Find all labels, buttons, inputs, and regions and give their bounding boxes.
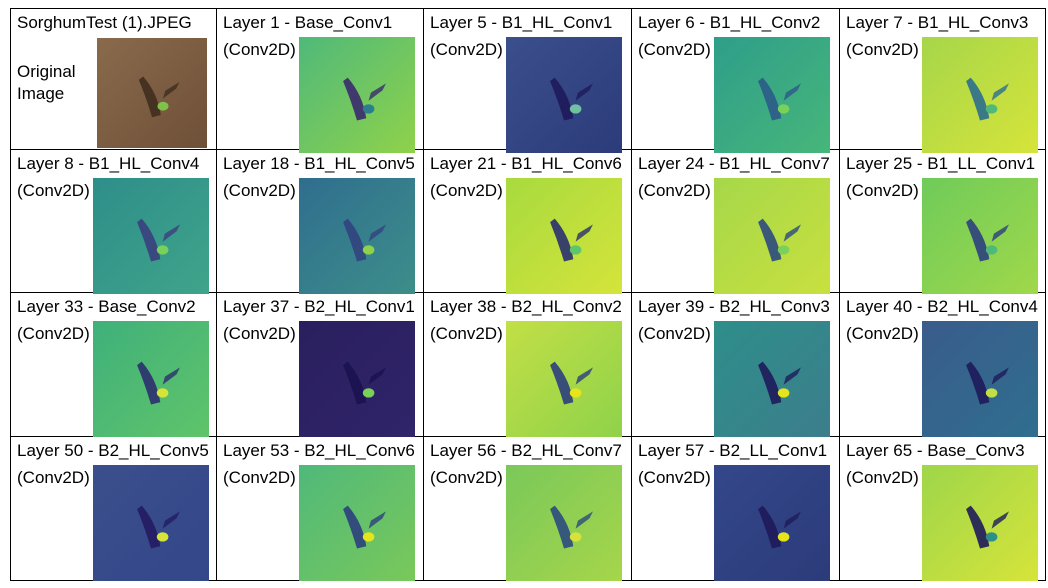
- cell-title: Layer 56 - B2_HL_Conv7: [430, 441, 622, 460]
- cell-title: Layer 7 - B1_HL_Conv3: [846, 13, 1029, 32]
- feature-cell: Layer 57 - B2_LL_Conv1 (Conv2D): [632, 437, 840, 581]
- feature-map: [299, 321, 415, 437]
- feature-map: [506, 37, 622, 153]
- feature-map: [93, 465, 209, 581]
- cell-subtitle: (Conv2D): [430, 324, 503, 343]
- cell-title: Layer 50 - B2_HL_Conv5: [17, 441, 209, 460]
- cell-title: Layer 25 - B1_LL_Conv1: [846, 154, 1036, 173]
- feature-cell: Layer 18 - B1_HL_Conv5 (Conv2D): [217, 150, 424, 294]
- feature-map: [506, 178, 622, 294]
- cell-subtitle: (Conv2D): [223, 40, 296, 59]
- feature-map: [922, 37, 1038, 153]
- feature-cell: Layer 21 - B1_HL_Conv6 (Conv2D): [424, 150, 632, 294]
- cell-subtitle: Original Image: [17, 62, 76, 103]
- feature-map: [714, 37, 830, 153]
- feature-cell: Layer 39 - B2_HL_Conv3 (Conv2D): [632, 293, 840, 437]
- cell-title: SorghumTest (1).JPEG: [17, 13, 192, 32]
- cell-subtitle: (Conv2D): [430, 468, 503, 487]
- feature-map: [922, 178, 1038, 294]
- cell-title: Layer 40 - B2_HL_Conv4: [846, 297, 1038, 316]
- feature-cell: Layer 6 - B1_HL_Conv2 (Conv2D): [632, 8, 840, 153]
- feature-map: [93, 321, 209, 437]
- cell-subtitle: (Conv2D): [223, 468, 296, 487]
- cell-title: Layer 5 - B1_HL_Conv1: [430, 13, 613, 32]
- cell-subtitle: (Conv2D): [223, 324, 296, 343]
- cell-subtitle: (Conv2D): [846, 468, 919, 487]
- cell-title: Layer 1 - Base_Conv1: [223, 13, 393, 32]
- cell-title: Layer 33 - Base_Conv2: [17, 297, 196, 316]
- feature-map: [506, 465, 622, 581]
- cell-title: Layer 8 - B1_HL_Conv4: [17, 154, 200, 173]
- feature-map: [714, 465, 830, 581]
- feature-map: [299, 178, 415, 294]
- cell-title: Layer 21 - B1_HL_Conv6: [430, 154, 622, 173]
- cell-title: Layer 65 - Base_Conv3: [846, 441, 1025, 460]
- feature-map: [714, 178, 830, 294]
- feature-map: [506, 321, 622, 437]
- cell-title: Layer 24 - B1_HL_Conv7: [638, 154, 830, 173]
- feature-cell: Layer 53 - B2_HL_Conv6 (Conv2D): [217, 437, 424, 581]
- cell-subtitle: (Conv2D): [430, 40, 503, 59]
- cell-subtitle: (Conv2D): [638, 324, 711, 343]
- cell-subtitle: (Conv2D): [638, 181, 711, 200]
- feature-cell: Layer 56 - B2_HL_Conv7 (Conv2D): [424, 437, 632, 581]
- feature-cell: Layer 24 - B1_HL_Conv7 (Conv2D): [632, 150, 840, 294]
- feature-cell: Layer 8 - B1_HL_Conv4 (Conv2D): [10, 150, 217, 294]
- feature-cell: Layer 37 - B2_HL_Conv1 (Conv2D): [217, 293, 424, 437]
- feature-cell: SorghumTest (1).JPEG Original Image: [10, 8, 217, 150]
- feature-map: [299, 465, 415, 581]
- original-image: [97, 38, 207, 148]
- cell-title: Layer 6 - B1_HL_Conv2: [638, 13, 821, 32]
- feature-cell: Layer 25 - B1_LL_Conv1 (Conv2D): [840, 150, 1046, 294]
- feature-cell: Layer 33 - Base_Conv2 (Conv2D): [10, 293, 217, 437]
- cell-subtitle: (Conv2D): [17, 468, 90, 487]
- cell-title: Layer 39 - B2_HL_Conv3: [638, 297, 830, 316]
- feature-cell: Layer 40 - B2_HL_Conv4 (Conv2D): [840, 293, 1046, 437]
- cell-subtitle: (Conv2D): [846, 181, 919, 200]
- feature-cell: Layer 50 - B2_HL_Conv5 (Conv2D): [10, 437, 217, 581]
- feature-cell: Layer 5 - B1_HL_Conv1 (Conv2D): [424, 8, 632, 153]
- cell-subtitle: (Conv2D): [430, 181, 503, 200]
- feature-cell: Layer 65 - Base_Conv3 (Conv2D): [840, 437, 1046, 581]
- feature-cell: Layer 1 - Base_Conv1 (Conv2D): [217, 8, 424, 153]
- cell-title: Layer 53 - B2_HL_Conv6: [223, 441, 415, 460]
- feature-map: [922, 465, 1038, 581]
- cell-subtitle: (Conv2D): [17, 324, 90, 343]
- feature-map: [714, 321, 830, 437]
- cell-subtitle: (Conv2D): [17, 181, 90, 200]
- cell-subtitle: (Conv2D): [846, 40, 919, 59]
- cell-subtitle: (Conv2D): [846, 324, 919, 343]
- feature-map: [922, 321, 1038, 437]
- feature-map: [93, 178, 209, 294]
- cell-subtitle: (Conv2D): [638, 468, 711, 487]
- cell-title: Layer 38 - B2_HL_Conv2: [430, 297, 622, 316]
- feature-map: [299, 37, 415, 153]
- cell-subtitle: (Conv2D): [223, 181, 296, 200]
- cell-title: Layer 57 - B2_LL_Conv1: [638, 441, 828, 460]
- feature-cell: Layer 38 - B2_HL_Conv2 (Conv2D): [424, 293, 632, 437]
- cell-title: Layer 37 - B2_HL_Conv1: [223, 297, 415, 316]
- feature-cell: Layer 7 - B1_HL_Conv3 (Conv2D): [840, 8, 1046, 153]
- cell-subtitle: (Conv2D): [638, 40, 711, 59]
- cell-title: Layer 18 - B1_HL_Conv5: [223, 154, 415, 173]
